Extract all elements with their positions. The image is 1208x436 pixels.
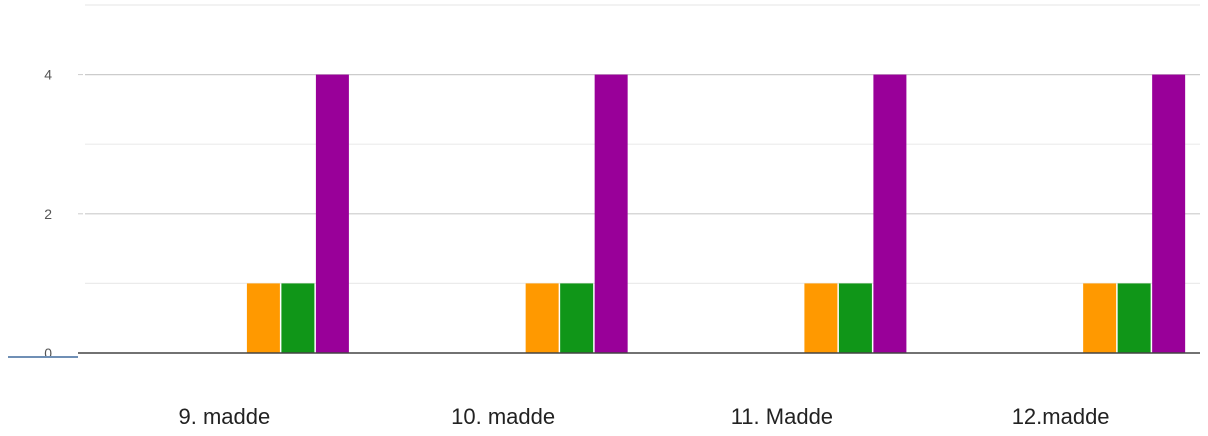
y-tick-label: 4 <box>44 67 52 83</box>
x-category-label: 12.madde <box>1012 404 1110 429</box>
gridlines <box>85 4 1200 284</box>
x-category-label: 11. Madde <box>731 404 833 429</box>
bar-3-2 <box>1083 283 1117 353</box>
x-category-label: 10. madde <box>451 404 555 429</box>
x-axis-labels: 9. madde 10. madde 11. Madde 12.madde <box>179 404 1110 429</box>
y-tick-label: 2 <box>44 206 52 222</box>
bar-3-4 <box>1152 74 1186 353</box>
bar-1-2 <box>525 283 559 353</box>
bar-1-3 <box>560 283 594 353</box>
bar-3-3 <box>1117 283 1151 353</box>
bar-0-2 <box>246 283 280 353</box>
bar-2-3 <box>838 283 872 353</box>
bar-2-2 <box>804 283 838 353</box>
y-axis: 0 2 4 <box>44 67 83 361</box>
bar-1-4 <box>594 74 628 353</box>
bar-0-3 <box>281 283 315 353</box>
bar-0-4 <box>315 74 349 353</box>
x-category-label: 9. madde <box>179 404 271 429</box>
bars <box>246 74 1186 353</box>
bar-2-4 <box>873 74 907 353</box>
y-tick-label: 0 <box>44 345 52 361</box>
